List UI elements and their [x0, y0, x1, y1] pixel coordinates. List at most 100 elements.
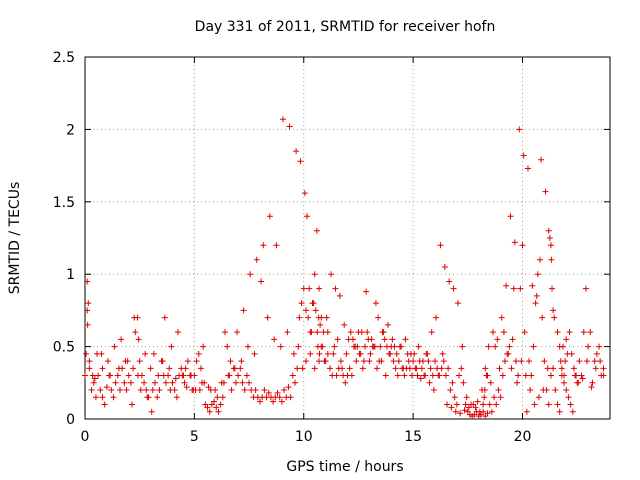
data-point — [179, 372, 186, 379]
data-point — [548, 256, 555, 263]
grid — [85, 57, 610, 419]
data-point — [336, 292, 343, 299]
y-tick-label: 1 — [66, 267, 75, 283]
data-point — [83, 350, 90, 357]
data-point — [551, 314, 558, 321]
data-point — [264, 314, 271, 321]
data-point — [509, 336, 516, 343]
data-point — [534, 271, 541, 278]
data-point — [387, 350, 394, 357]
data-point — [339, 365, 346, 372]
data-point — [271, 336, 278, 343]
data-point — [193, 358, 200, 365]
data-point — [566, 329, 573, 336]
data-point — [305, 314, 312, 321]
data-point — [530, 343, 537, 350]
data-point — [356, 350, 363, 357]
data-point — [302, 358, 309, 365]
data-point — [174, 329, 181, 336]
data-point — [214, 394, 221, 401]
data-point — [452, 408, 459, 415]
data-point — [444, 401, 451, 408]
data-point — [522, 372, 529, 379]
data-point — [316, 350, 323, 357]
data-point — [432, 358, 438, 365]
data-point — [454, 300, 461, 307]
data-point — [415, 343, 422, 350]
data-point — [141, 379, 148, 386]
data-point — [261, 387, 268, 394]
data-point — [112, 379, 119, 386]
data-point — [217, 401, 224, 408]
data-point — [369, 343, 376, 350]
data-point — [228, 387, 235, 394]
data-point — [300, 285, 307, 292]
data-point — [372, 300, 379, 307]
data-point — [453, 401, 460, 408]
data-point — [92, 394, 99, 401]
data-point — [149, 387, 156, 394]
data-point — [184, 358, 191, 365]
data-point — [241, 387, 248, 394]
data-point — [461, 407, 468, 414]
data-point — [199, 379, 206, 386]
data-point — [183, 384, 190, 391]
x-tick-label: 10 — [295, 429, 313, 445]
data-point — [318, 343, 325, 350]
data-point — [547, 242, 554, 249]
data-point — [516, 126, 523, 133]
data-point — [286, 123, 293, 130]
data-point — [550, 365, 557, 372]
data-point — [470, 401, 477, 408]
data-point — [585, 343, 592, 350]
data-point — [484, 410, 491, 417]
data-point — [169, 379, 176, 386]
data-point — [182, 365, 189, 372]
data-point — [559, 343, 566, 350]
data-point — [558, 365, 565, 372]
data-point — [281, 387, 288, 394]
data-point — [360, 358, 367, 365]
data-point — [362, 343, 368, 350]
data-point — [517, 285, 524, 292]
data-point — [428, 329, 435, 336]
data-point — [321, 358, 328, 365]
data-point — [552, 387, 559, 394]
data-point — [200, 343, 207, 350]
data-point — [515, 372, 522, 379]
data-point — [88, 387, 95, 394]
data-point — [224, 343, 231, 350]
data-point — [374, 365, 381, 372]
data-point — [531, 401, 538, 408]
data-point — [487, 379, 494, 386]
data-point — [518, 358, 525, 365]
data-point — [222, 329, 228, 336]
data-point — [600, 365, 607, 372]
data-point — [545, 227, 552, 234]
data-point — [409, 372, 416, 379]
data-point — [104, 358, 111, 365]
data-point — [449, 379, 456, 386]
data-point — [460, 379, 467, 386]
data-point — [239, 379, 246, 386]
x-axis-label: GPS time / hours — [286, 459, 403, 475]
data-point — [181, 379, 188, 386]
data-point — [494, 336, 501, 343]
data-point — [188, 372, 195, 379]
data-point — [247, 271, 254, 278]
data-point — [86, 365, 93, 372]
data-point — [129, 401, 136, 408]
data-point — [367, 350, 374, 357]
data-point — [195, 350, 202, 357]
data-point — [168, 343, 175, 350]
data-point — [502, 358, 508, 365]
data-point — [380, 329, 387, 336]
data-point — [588, 384, 595, 391]
data-point — [486, 401, 493, 408]
data-point — [389, 336, 396, 343]
data-point — [95, 372, 102, 379]
data-point — [554, 329, 561, 336]
data-point — [401, 372, 408, 379]
data-point — [310, 300, 317, 307]
